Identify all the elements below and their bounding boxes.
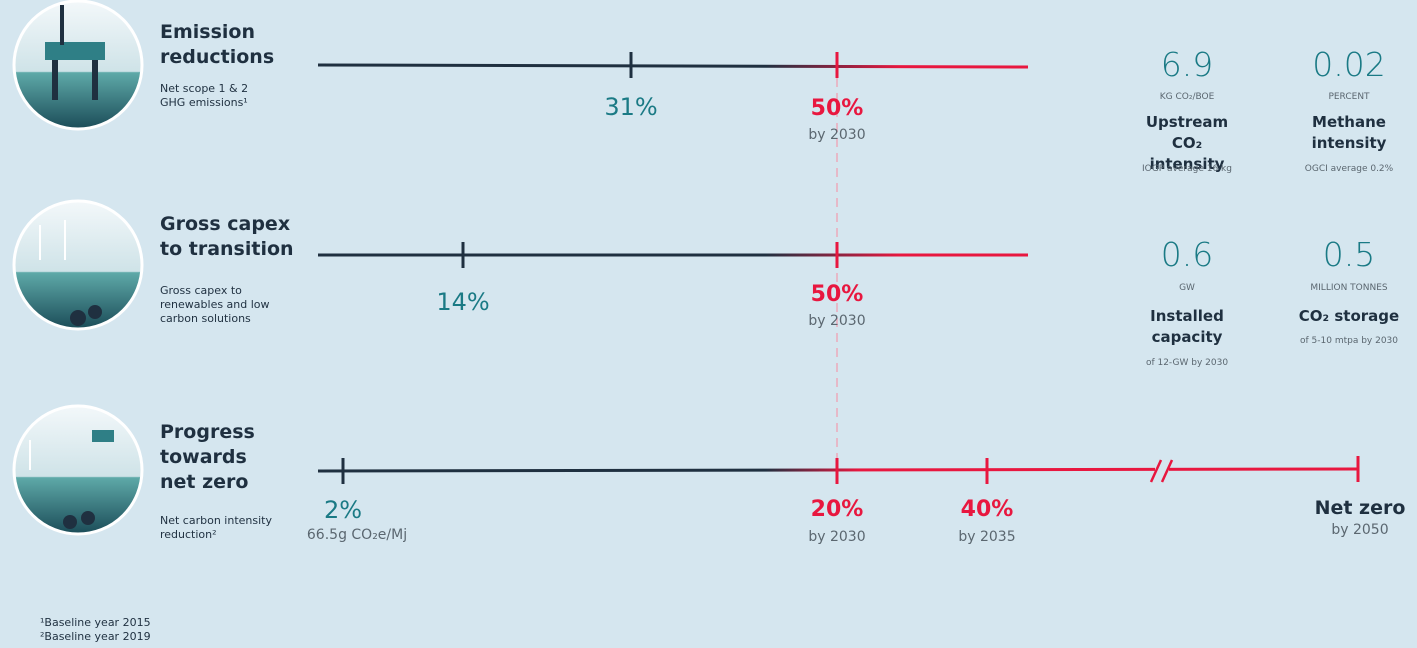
footnote: ¹Baseline year 2015	[40, 616, 151, 629]
current-value: 14%	[436, 288, 490, 316]
row-title: Emission reductions	[160, 21, 275, 68]
current-note: 66.5g CO₂e/Mj	[306, 527, 408, 543]
icon-platform	[12, 0, 144, 131]
progress-line	[317, 456, 1360, 484]
metric-unit: MILLION TONNES	[1310, 283, 1388, 293]
row-title: Progress towards net zero	[160, 421, 255, 493]
footnote: ²Baseline year 2019	[40, 630, 151, 643]
target-value: 40%	[960, 497, 1014, 522]
row-subtitle: Gross capex to renewables and low carbon…	[160, 284, 270, 325]
row-subtitle: Net scope 1 & 2 GHG emissions¹	[160, 82, 249, 109]
target-note: by 2030	[808, 529, 866, 545]
metric-note: IOGP average 16 kg	[1142, 164, 1232, 174]
row-subtitle: Net carbon intensity reduction²	[160, 514, 272, 541]
metric-label: Upstream CO₂ intensity	[1145, 113, 1229, 173]
metric-value: 0.02	[1312, 45, 1386, 84]
icon-renewables	[12, 199, 144, 331]
metric-label: CO₂ storage	[1298, 307, 1400, 325]
target-note: by 2050	[1331, 522, 1389, 538]
current-value: 2%	[323, 496, 363, 524]
metric-unit: GW	[1179, 283, 1195, 293]
metric-note: OGCI average 0.2%	[1304, 164, 1394, 174]
target-value: 20%	[810, 497, 864, 522]
metric-value: 0.6	[1160, 235, 1214, 274]
metric-label: Installed capacity	[1150, 307, 1224, 346]
metric-unit: PERCENT	[1328, 92, 1370, 102]
metric-label: Methane intensity	[1311, 113, 1387, 152]
target-note: by 2030	[808, 127, 866, 143]
target-value: 50%	[810, 96, 864, 121]
metric-value: 6.9	[1160, 45, 1214, 84]
icon-net-zero	[12, 404, 144, 536]
target-note: by 2030	[808, 313, 866, 329]
target-value: Net zero	[1314, 497, 1406, 519]
metric-note: of 5-10 mtpa by 2030	[1299, 336, 1399, 346]
row-title: Gross capex to transition	[160, 213, 294, 260]
metric-note: of 12-GW by 2030	[1145, 358, 1229, 368]
target-note: by 2035	[958, 529, 1016, 545]
metric-unit: KG CO₂/BOE	[1159, 92, 1215, 102]
current-value: 31%	[604, 93, 658, 121]
metric-value: 0.5	[1322, 235, 1376, 274]
progress-line	[317, 52, 1029, 78]
progress-line	[318, 242, 1028, 268]
target-value: 50%	[810, 282, 864, 307]
